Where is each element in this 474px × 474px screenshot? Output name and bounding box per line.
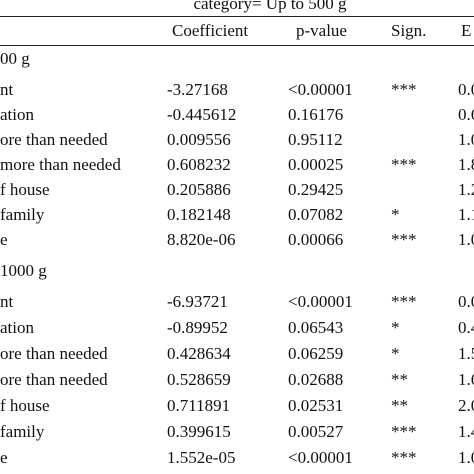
variable-name: ation <box>0 318 34 337</box>
coefficient-value: 0.608232 <box>167 155 231 174</box>
header-exp: E <box>461 21 472 40</box>
group-title-row: 1000 g <box>0 261 474 285</box>
p-value: <0.00001 <box>288 80 353 99</box>
variable-name: e <box>0 230 8 249</box>
p-value: 0.29425 <box>288 180 344 199</box>
coefficient-value: 0.205886 <box>167 180 231 199</box>
variable-name: ore than needed <box>0 344 108 363</box>
significance: * <box>391 344 400 363</box>
exp-value: 1.8 <box>458 155 474 174</box>
variable-name: e <box>0 448 8 467</box>
p-value: 0.16176 <box>288 105 344 124</box>
p-value: 0.07082 <box>288 205 344 224</box>
table-caption: category= Up to 500 g <box>193 0 347 13</box>
exp-value: 0.0 <box>458 80 474 99</box>
exp-value: 0.6 <box>458 105 474 124</box>
significance: * <box>391 205 400 224</box>
significance: *** <box>391 292 417 311</box>
p-value: 0.00025 <box>288 155 344 174</box>
table-row: e 1.552e-05 <0.00001 *** 1.0 <box>0 448 474 472</box>
exp-value: 1.0 <box>458 130 474 149</box>
p-value: 0.06543 <box>288 318 344 337</box>
table-row: more than needed 0.608232 0.00025 *** 1.… <box>0 155 474 179</box>
exp-value: 1.0 <box>458 448 474 467</box>
table-row: ation -0.89952 0.06543 * 0.4 <box>0 318 474 342</box>
variable-name: f house <box>0 180 50 199</box>
variable-name: nt <box>0 80 14 99</box>
header-coefficient: Coefficient <box>172 21 249 40</box>
exp-value: 0.0 <box>458 292 474 311</box>
header-p-value: p-value <box>296 21 347 40</box>
coefficient-value: -6.93721 <box>167 292 228 311</box>
exp-value: 1.4 <box>458 422 474 441</box>
variable-name: ore than needed <box>0 130 108 149</box>
coefficient-value: 0.528659 <box>167 370 231 389</box>
table-row: e 8.820e-06 0.00066 *** 1.0 <box>0 230 474 254</box>
p-value: 0.00066 <box>288 230 344 249</box>
variable-name: family <box>0 205 45 224</box>
table-row: family 0.399615 0.00527 *** 1.4 <box>0 422 474 446</box>
coefficient-value: 0.399615 <box>167 422 231 441</box>
variable-name: nt <box>0 292 14 311</box>
exp-value: 1.0 <box>458 230 474 249</box>
header-sign: Sign. <box>391 21 427 40</box>
table-row: ore than needed 0.009556 0.95112 1.0 <box>0 130 474 154</box>
significance: ** <box>391 396 408 415</box>
exp-value: 1.2 <box>458 180 474 199</box>
table-row: ore than needed 0.528659 0.02688 ** 1.6 <box>0 370 474 394</box>
significance: *** <box>391 448 417 467</box>
exp-value: 0.4 <box>458 318 474 337</box>
variable-name: ore than needed <box>0 370 108 389</box>
header-rule <box>0 45 474 46</box>
table-row: ation -0.445612 0.16176 0.6 <box>0 105 474 129</box>
exp-value: 1.5 <box>458 344 474 363</box>
p-value: 0.02688 <box>288 370 344 389</box>
table-row: nt -3.27168 <0.00001 *** 0.0 <box>0 80 474 104</box>
table-row: nt -6.93721 <0.00001 *** 0.0 <box>0 292 474 316</box>
significance: *** <box>391 155 417 174</box>
significance: * <box>391 318 400 337</box>
table-row: ore than needed 0.428634 0.06259 * 1.5 <box>0 344 474 368</box>
variable-name: ation <box>0 105 34 124</box>
variable-name: more than needed <box>0 155 121 174</box>
header-row: Coefficient p-value Sign. E <box>0 21 474 45</box>
significance: ** <box>391 370 408 389</box>
coefficient-value: -0.445612 <box>167 105 237 124</box>
p-value: 0.00527 <box>288 422 344 441</box>
coefficient-value: 1.552e-05 <box>167 448 236 467</box>
exp-value: 1.6 <box>458 370 474 389</box>
coefficient-value: 8.820e-06 <box>167 230 236 249</box>
coefficient-value: -3.27168 <box>167 80 228 99</box>
coefficient-value: 0.711891 <box>167 396 231 415</box>
coefficient-value: 0.182148 <box>167 205 231 224</box>
variable-name: f house <box>0 396 50 415</box>
significance: *** <box>391 422 417 441</box>
group-title: 00 g <box>0 49 30 68</box>
significance: *** <box>391 230 417 249</box>
p-value: <0.00001 <box>288 448 353 467</box>
group-title-row: 00 g <box>0 49 474 73</box>
exp-value: 1.1 <box>458 205 474 224</box>
group-title: 1000 g <box>0 261 47 280</box>
coefficient-value: 0.428634 <box>167 344 231 363</box>
exp-value: 2.0 <box>458 396 474 415</box>
p-value: <0.00001 <box>288 292 353 311</box>
table-row: family 0.182148 0.07082 * 1.1 <box>0 205 474 229</box>
p-value: 0.06259 <box>288 344 344 363</box>
p-value: 0.02531 <box>288 396 344 415</box>
coefficient-value: 0.009556 <box>167 130 231 149</box>
significance: *** <box>391 80 417 99</box>
p-value: 0.95112 <box>288 130 343 149</box>
top-rule <box>0 16 474 17</box>
table-row: f house 0.205886 0.29425 1.2 <box>0 180 474 204</box>
coefficient-value: -0.89952 <box>167 318 228 337</box>
variable-name: family <box>0 422 45 441</box>
table-row: f house 0.711891 0.02531 ** 2.0 <box>0 396 474 420</box>
